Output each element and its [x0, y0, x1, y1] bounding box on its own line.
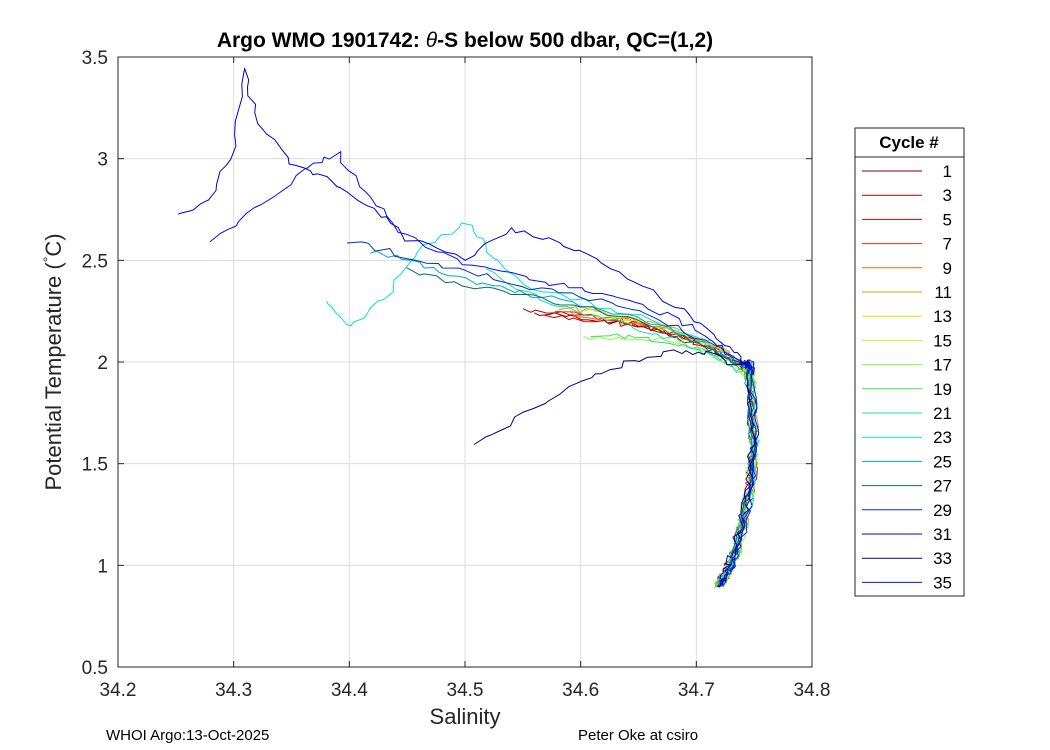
y-tick-label: 2.5: [82, 251, 108, 272]
y-tick-label: 3: [97, 150, 108, 171]
legend-label: 13: [933, 307, 952, 326]
footer-left: WHOI Argo:13-Oct-2025: [106, 727, 269, 744]
chart-title: Argo WMO 1901742: θ-S below 500 dbar, QC…: [217, 29, 713, 52]
x-axis-title: Salinity: [430, 704, 501, 729]
legend-label: 27: [933, 477, 952, 496]
series-line-cycle-31: [177, 67, 755, 586]
legend-label: 19: [933, 380, 952, 399]
legend-label: 25: [933, 452, 952, 471]
legend-box: [854, 127, 965, 597]
y-tick-label: 0.5: [82, 658, 108, 679]
y-tick-label: 2: [97, 353, 108, 374]
y-axis-title-degree: °: [40, 257, 56, 263]
x-tick-label: 34.5: [447, 680, 484, 701]
x-tick-label: 34.8: [794, 680, 831, 701]
ticks: 34.2 34.3 34.4 34.5 34.6 34.7 34.8 0.5 1 1.5 2 2.5 3…: [82, 48, 831, 701]
series-layer: [177, 67, 760, 589]
title-prefix: Argo WMO 1901742:: [217, 29, 426, 52]
legend-label: 7: [943, 235, 952, 254]
y-tick-label: 1: [97, 556, 108, 577]
y-axis-title-unit: C): [41, 233, 66, 256]
title-suffix: -S below 500 dbar, QC=(1,2): [437, 29, 713, 52]
legend-label: 29: [933, 501, 952, 520]
x-tick-label: 34.6: [562, 680, 599, 701]
legend-label: 21: [933, 404, 952, 423]
x-tick-label: 34.7: [678, 680, 715, 701]
grid: [118, 57, 812, 667]
x-tick-label: 34.4: [331, 680, 368, 701]
y-tick-label: 3.5: [82, 48, 108, 69]
legend-label: 33: [933, 549, 952, 568]
legend-label: 31: [933, 525, 952, 544]
series-line-cycle-17: [583, 335, 760, 585]
y-tick-label: 1.5: [82, 455, 108, 476]
legend-label: 23: [933, 428, 952, 447]
x-tick-label: 34.2: [100, 680, 137, 701]
x-tick-label: 34.3: [215, 680, 252, 701]
footer-right: Peter Oke at csiro: [578, 727, 698, 744]
legend-label: 9: [943, 259, 952, 278]
legend-label: 15: [933, 331, 952, 350]
title-theta: θ: [426, 29, 438, 52]
series-line-cycle-23: [326, 222, 760, 586]
legend-title: Cycle #: [879, 133, 939, 152]
legend-label: 5: [943, 210, 952, 229]
legend-label: 35: [933, 573, 952, 592]
legend-label: 3: [943, 186, 952, 205]
y-axis-title-main: Potential Temperature (: [41, 262, 66, 491]
legend-label: 11: [934, 283, 952, 302]
legend-label: 17: [933, 356, 952, 375]
series-line-cycle-35: [209, 151, 760, 588]
y-axis-title: Potential Temperature (°C): [40, 233, 66, 490]
legend-label: 1: [943, 162, 952, 181]
